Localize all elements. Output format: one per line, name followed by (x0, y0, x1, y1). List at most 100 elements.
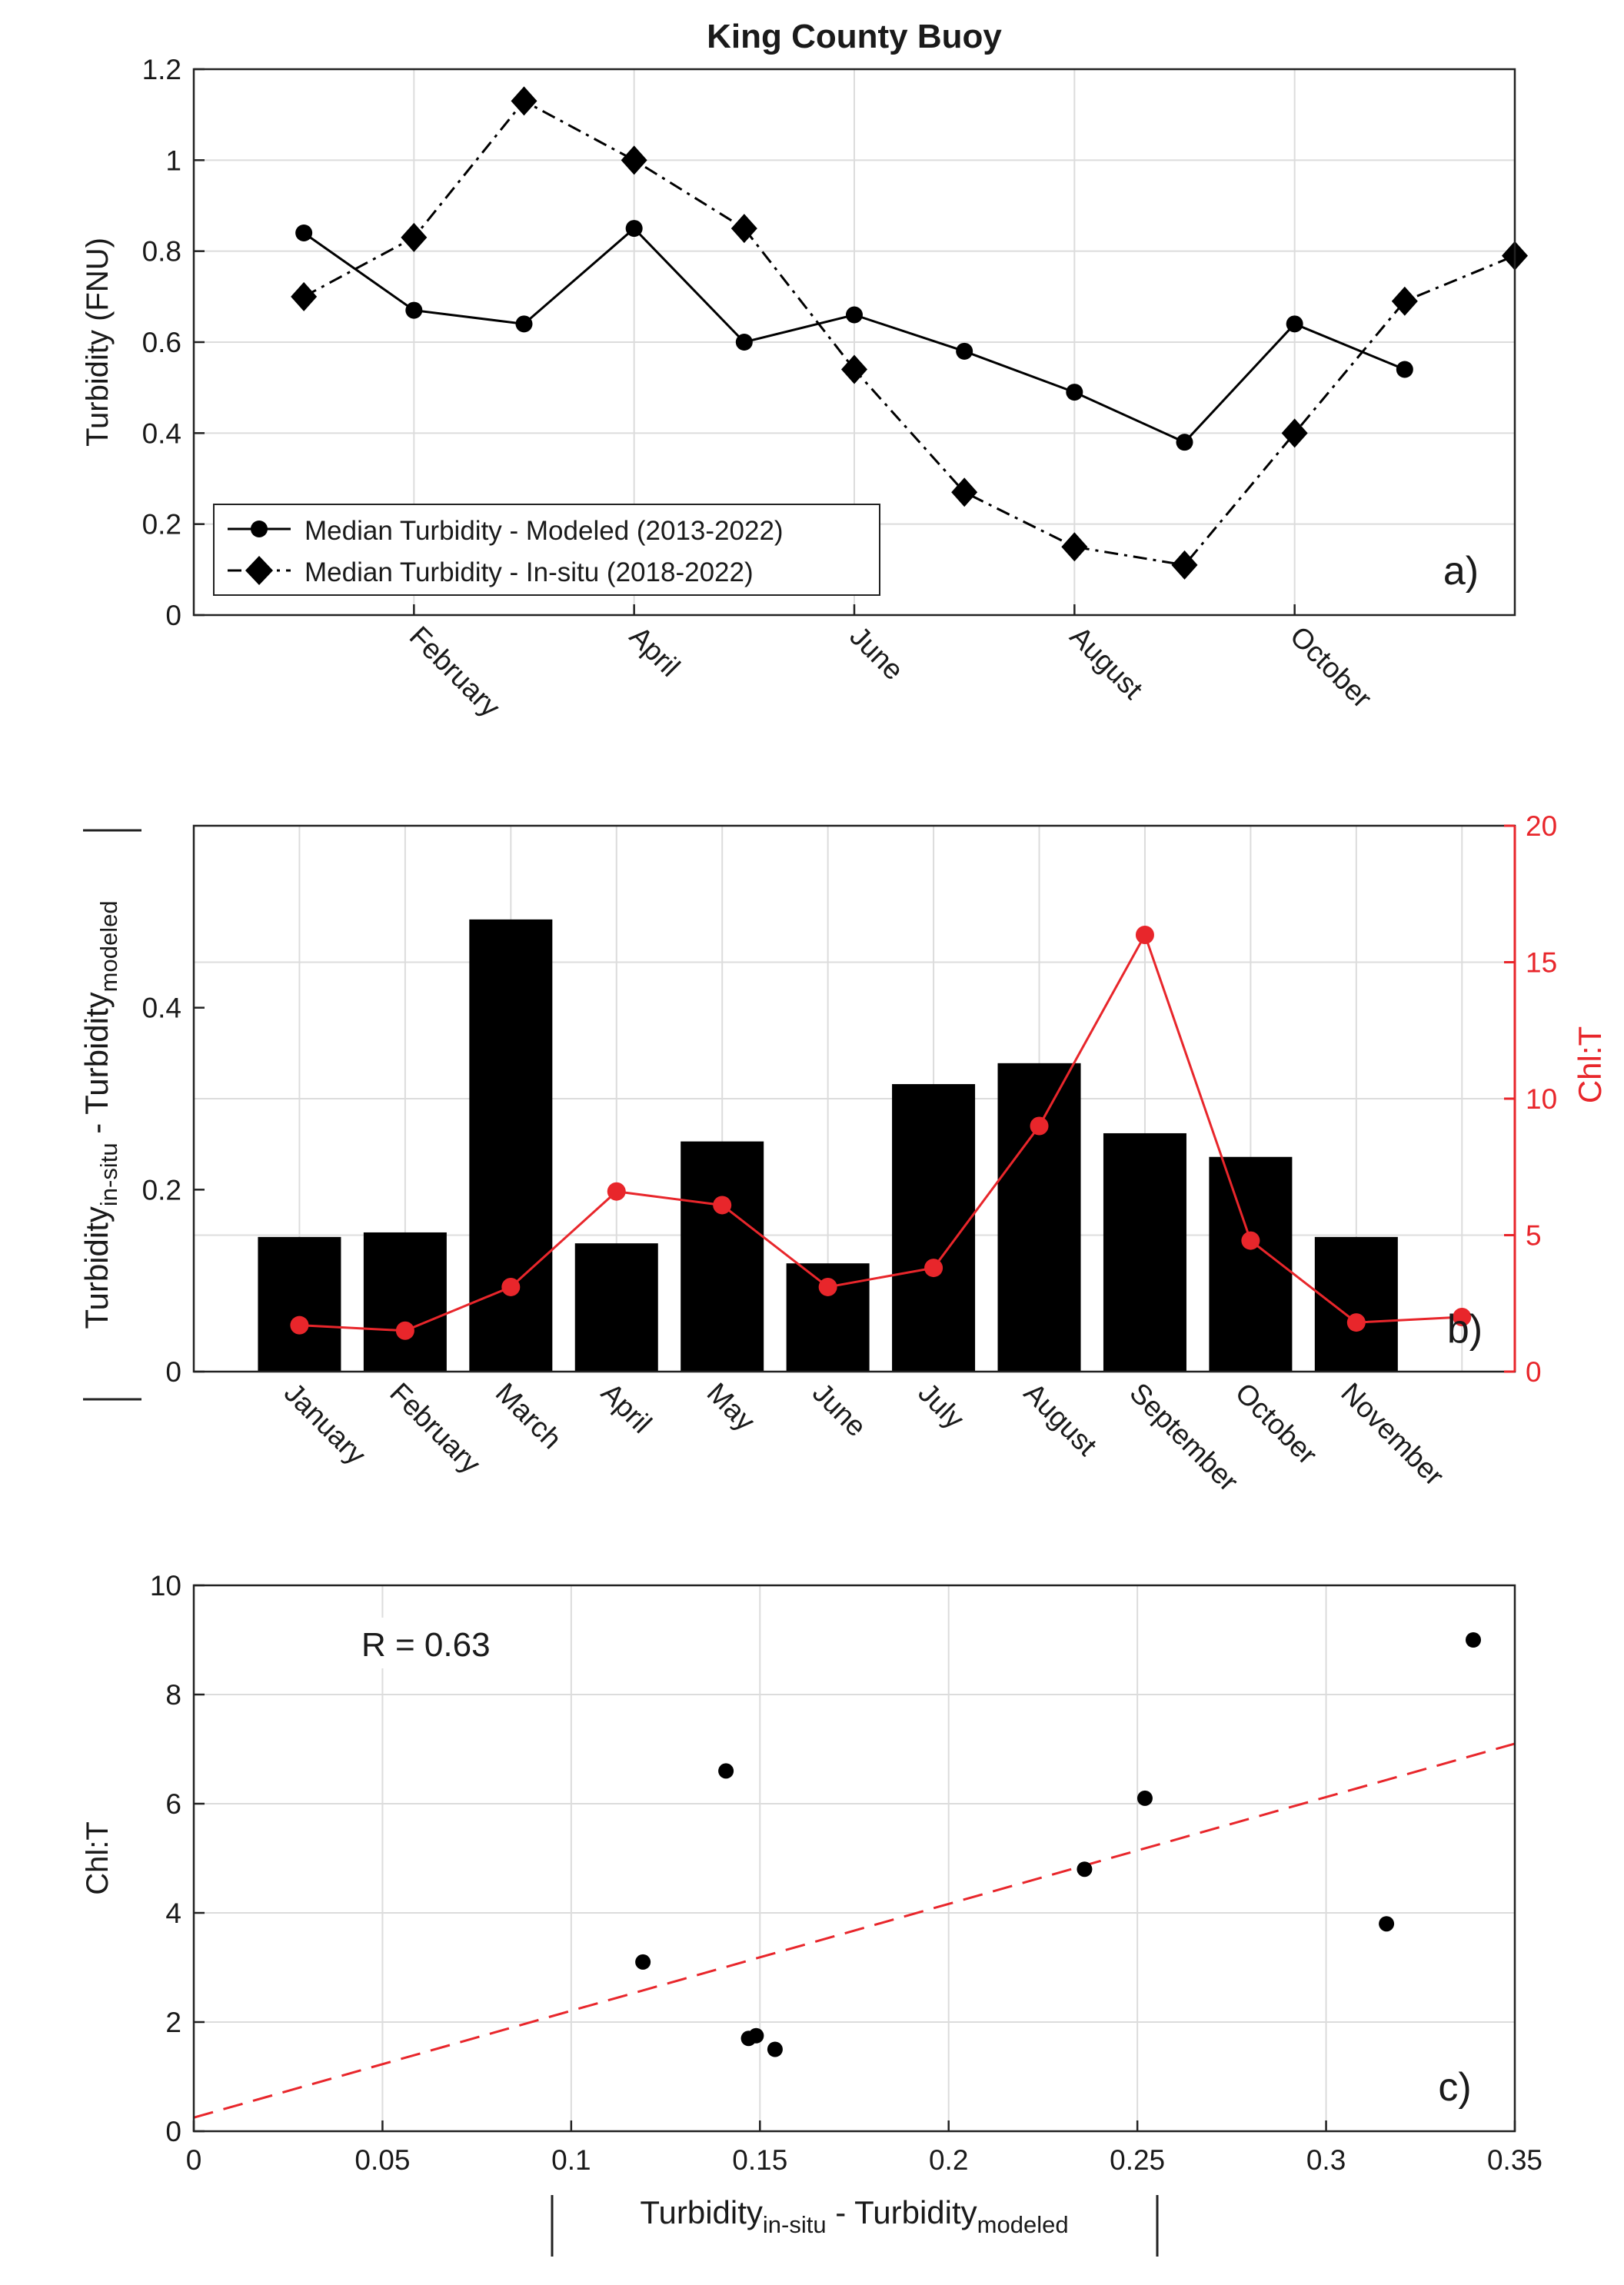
chl-point (290, 1315, 309, 1335)
scatter-point (767, 2041, 783, 2057)
x-tick-label: 0 (186, 2144, 202, 2176)
point-modeled (1176, 434, 1193, 451)
panel-a-legend: Median Turbidity - Modeled (2013-2022) M… (213, 504, 880, 596)
point-insitu (1061, 532, 1088, 562)
chl-point (713, 1196, 732, 1215)
panel-b-bars (258, 919, 1398, 1372)
point-modeled (956, 342, 973, 360)
bar-march (469, 919, 553, 1372)
x-tick-label: March (490, 1377, 568, 1455)
panel-b-label: b) (1447, 1307, 1483, 1352)
svg-text:Turbidityin-situ - Turbiditymo: Turbidityin-situ - Turbiditymodeled (640, 2194, 1068, 2238)
x-tick-label: April (624, 620, 686, 683)
chart-title: King County Buoy (707, 18, 1002, 55)
chl-point (1453, 1308, 1472, 1326)
right-y-tick-label: 5 (1526, 1220, 1542, 1252)
point-insitu (291, 281, 318, 311)
y-tick-label: 0.2 (142, 1174, 181, 1206)
bar-november (1314, 1236, 1398, 1372)
x-tick-label: 0.25 (1110, 2144, 1165, 2176)
panel-a-line-chart: 0 0.2 0.4 0.6 0.8 1 1.2 February April June August… (81, 18, 1528, 723)
scatter-point (1379, 1916, 1395, 1932)
y-tick-label: 0.4 (142, 417, 181, 449)
x-tick-label: February (404, 620, 507, 723)
bar-october (1209, 1156, 1293, 1372)
x-tick-label: October (1230, 1377, 1323, 1471)
panel-c-axes-box (192, 1584, 1516, 2133)
xlabel-sub-modeled: modeled (977, 2211, 1069, 2238)
scatter-point (1136, 1790, 1153, 1806)
x-tick-label: August (1018, 1377, 1103, 1462)
panel-c-scatter-chart: 0 2 4 6 8 10 0 0.05 0.1 0.15 0.2 0.25 0.3 0.35 R = 0.… (81, 1570, 1542, 2257)
chl-point (1030, 1116, 1049, 1136)
point-insitu (401, 222, 428, 252)
point-modeled (846, 306, 863, 324)
right-y-tick-label: 20 (1526, 810, 1557, 842)
x-tick-label: 0.05 (354, 2144, 410, 2176)
point-insitu (730, 214, 757, 244)
panel-b-chl-line (290, 926, 1472, 1340)
y-tick-label: 1.2 (142, 54, 181, 85)
x-tick-label: November (1335, 1377, 1450, 1492)
svg-text:Turbidityin-situ - Turbiditymo: Turbidityin-situ - Turbiditymodeled (78, 900, 122, 1329)
bar-may (681, 1141, 764, 1372)
xlabel-sub-insitu: in-situ (763, 2211, 827, 2238)
y-tick-label: 0.4 (142, 993, 181, 1024)
correlation-annotation: R = 0.63 (361, 1626, 491, 1664)
chl-point (395, 1321, 414, 1340)
x-tick-label: June (807, 1377, 873, 1443)
bar-august (997, 1063, 1081, 1372)
bar-september (1103, 1133, 1186, 1372)
panel-a-ylabel: Turbidity (FNU) (81, 238, 115, 447)
panel-c-xlabel: Turbidityin-situ - Turbiditymodeled (551, 2194, 1159, 2257)
ylabel-sub-insitu: in-situ (95, 1142, 122, 1206)
y-tick-label: 0.8 (142, 236, 181, 268)
y-tick-label: 10 (150, 1570, 181, 1601)
x-tick-label: 0.1 (551, 2144, 591, 2176)
panel-b-right-ylabel: Chl:T (1572, 1026, 1608, 1103)
ylabel-mid: - Turbidity (78, 992, 115, 1142)
chl-point (924, 1259, 943, 1278)
x-tick-label: September (1123, 1377, 1244, 1498)
point-insitu (1171, 550, 1198, 580)
scatter-point (718, 1763, 734, 1779)
panel-a-series (291, 86, 1528, 580)
panel-c-points (635, 1632, 1482, 2057)
panel-a-label: a) (1443, 549, 1479, 594)
point-modeled (735, 334, 753, 351)
x-tick-label: 0.35 (1487, 2144, 1542, 2176)
x-tick-label: February (384, 1377, 487, 1480)
chl-point (501, 1277, 521, 1296)
scatter-point (635, 1954, 651, 1970)
bar-april (574, 1243, 658, 1372)
point-modeled (1396, 361, 1413, 378)
panel-b-bar-chart: 0 0.2 0.4 0 5 10 15 20 January February March April… (78, 810, 1608, 1498)
chl-line (299, 932, 1463, 1332)
y-tick-label: 0 (165, 600, 181, 631)
series-line-insitu (303, 99, 1516, 567)
y-tick-label: 0 (165, 1356, 181, 1388)
bar-july (892, 1084, 976, 1372)
legend-label-modeled: Median Turbidity - Modeled (2013-2022) (304, 516, 784, 546)
chl-point (1346, 1313, 1366, 1332)
scatter-point (1466, 1632, 1482, 1648)
point-modeled (625, 220, 643, 238)
x-tick-label: October (1284, 620, 1378, 714)
chl-point (607, 1182, 626, 1201)
legend-marker-diamond (245, 556, 273, 585)
point-modeled (1066, 384, 1083, 401)
x-tick-label: May (701, 1377, 762, 1438)
chl-point (818, 1277, 837, 1296)
right-y-tick-label: 10 (1526, 1083, 1557, 1115)
point-modeled (405, 301, 423, 319)
y-tick-label: 6 (165, 1788, 181, 1820)
xlabel-mid: - Turbidity (827, 2194, 977, 2230)
x-tick-label: July (912, 1377, 970, 1435)
legend-marker-circle (251, 521, 268, 537)
x-tick-label: June (844, 620, 910, 687)
point-modeled (515, 315, 533, 333)
panel-c-ylabel: Chl:T (81, 1821, 115, 1895)
point-insitu (511, 86, 537, 116)
y-tick-label: 4 (165, 1898, 181, 1929)
